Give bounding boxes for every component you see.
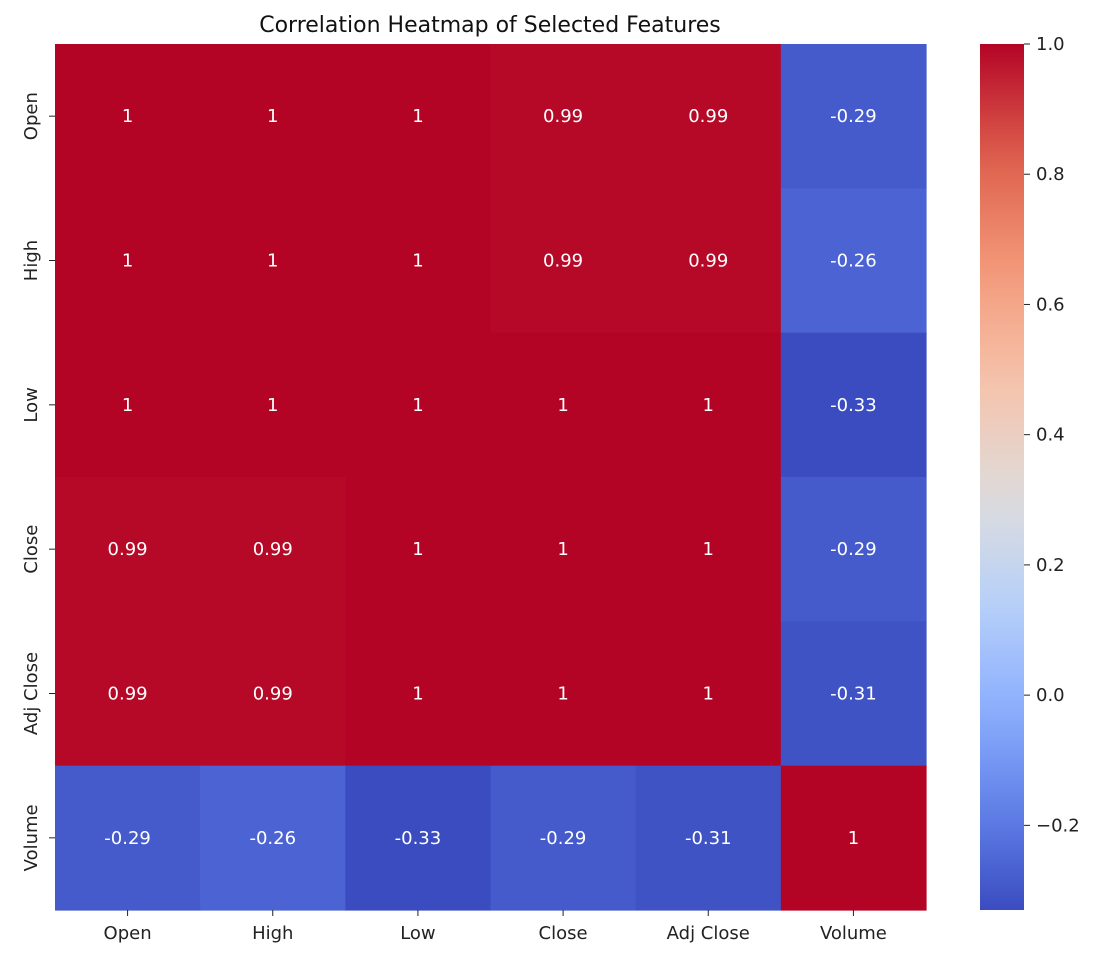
heatmap-cell [780, 188, 927, 334]
cell-value-label: 0.99 [688, 106, 728, 127]
x-tick-label: Open [104, 923, 152, 944]
cell-value-label: 0.99 [108, 539, 148, 560]
cell-value-label: 0.99 [543, 251, 583, 272]
heatmap-cell [635, 477, 782, 622]
x-tick-label: Volume [820, 923, 887, 944]
heatmap-cell [490, 332, 637, 478]
cell-value-label: 1 [122, 395, 133, 416]
y-tick-label: Volume [21, 804, 42, 871]
cell-value-label: -0.29 [830, 539, 877, 560]
heatmap-cell [635, 44, 782, 189]
cell-value-label: -0.31 [685, 828, 732, 849]
cell-value-label: 1 [412, 106, 423, 127]
cell-value-label: -0.33 [830, 395, 877, 416]
heatmap-cell [200, 621, 346, 767]
heatmap-cell [635, 188, 782, 334]
chart-title: Correlation Heatmap of Selected Features [259, 13, 721, 38]
cell-value-label: 0.99 [543, 106, 583, 127]
cell-value-label: -0.33 [395, 828, 442, 849]
heatmap-cell [55, 332, 201, 478]
heatmap-cell [490, 477, 637, 622]
colorbar-tick-label: 0.8 [1036, 164, 1065, 185]
cell-value-label: 1 [267, 106, 278, 127]
heatmap-cell [345, 477, 492, 622]
cell-value-label: 1 [848, 828, 859, 849]
heatmap-cell [55, 44, 201, 189]
x-tick-label: Close [539, 923, 588, 944]
heatmap-cell [635, 621, 782, 767]
heatmap-cell [55, 765, 201, 911]
colorbar-tick-label: 0.4 [1036, 425, 1065, 446]
heatmap-cell [200, 765, 346, 911]
cell-value-label: 1 [703, 684, 714, 705]
heatmap-cell [490, 188, 637, 334]
y-tick-label: Adj Close [21, 652, 42, 735]
heatmap-cell [200, 477, 346, 622]
cell-value-label: -0.26 [830, 251, 877, 272]
heatmap-cell [345, 188, 492, 334]
heatmap-cell [635, 332, 782, 478]
cell-value-label: 1 [703, 395, 714, 416]
cell-value-label: 1 [557, 539, 568, 560]
x-tick-label: Low [400, 923, 435, 944]
cell-value-label: 1 [703, 539, 714, 560]
heatmap-cells: 1 1 1 0.99 0.99 -0.29 1 1 1 0.99 0.99 -0.26 1 1 1 1 1 -0.… [55, 44, 927, 911]
heatmap-cell [55, 477, 201, 622]
colorbar-tick-label: 0.2 [1036, 555, 1065, 576]
cell-value-label: 1 [412, 684, 423, 705]
cell-value-label: 1 [412, 251, 423, 272]
y-axis: Open High Low Close Adj Close Volume [21, 92, 55, 871]
cell-value-label: 1 [267, 395, 278, 416]
cell-value-label: -0.29 [104, 828, 151, 849]
heatmap-cell [490, 44, 637, 189]
cell-value-label: 1 [412, 539, 423, 560]
y-tick-label: Close [21, 525, 42, 574]
heatmap-cell [345, 765, 492, 911]
colorbar-gradient [980, 44, 1024, 910]
x-tick-label: High [252, 923, 293, 944]
heatmap-cell [345, 621, 492, 767]
heatmap-cell [200, 332, 346, 478]
x-axis: Open High Low Close Adj Close Volume [104, 910, 887, 944]
x-tick-label: Adj Close [667, 923, 750, 944]
cell-value-label: -0.26 [249, 828, 296, 849]
cell-value-label: 0.99 [253, 539, 293, 560]
cell-value-label: 0.99 [688, 251, 728, 272]
colorbar-tick-label: 0.0 [1036, 685, 1065, 706]
heatmap-cell [780, 44, 927, 189]
y-tick-label: Open [21, 92, 42, 140]
cell-value-label: 1 [412, 395, 423, 416]
heatmap-cell [635, 765, 782, 911]
heatmap-cell [55, 188, 201, 334]
heatmap-cell [200, 188, 346, 334]
cell-value-label: 0.99 [253, 684, 293, 705]
heatmap-cell [490, 765, 637, 911]
cell-value-label: -0.31 [830, 684, 877, 705]
y-tick-label: Low [21, 387, 42, 422]
heatmap-cell [345, 332, 492, 478]
cell-value-label: -0.29 [540, 828, 587, 849]
cell-value-label: 1 [557, 395, 568, 416]
heatmap-cell [55, 621, 201, 767]
cell-value-label: 0.99 [108, 684, 148, 705]
heatmap-cell [780, 765, 927, 911]
heatmap-cell [200, 44, 346, 189]
cell-value-label: 1 [122, 251, 133, 272]
heatmap-cell [345, 44, 492, 189]
cell-value-label: 1 [267, 251, 278, 272]
heatmap-cell [780, 332, 927, 478]
colorbar-tick-label: 0.6 [1036, 294, 1065, 315]
y-tick-label: High [21, 240, 42, 281]
cell-value-label: 1 [122, 106, 133, 127]
colorbar-tick-label: −0.2 [1036, 815, 1080, 836]
cell-value-label: 1 [557, 684, 568, 705]
colorbar-tick-label: 1.0 [1036, 34, 1065, 55]
heatmap-cell [780, 477, 927, 622]
heatmap-cell [490, 621, 637, 767]
cell-value-label: -0.29 [830, 106, 877, 127]
heatmap-cell [780, 621, 927, 767]
colorbar: 1.0 0.8 0.6 0.4 0.2 0.0 −0.2 [980, 34, 1080, 910]
